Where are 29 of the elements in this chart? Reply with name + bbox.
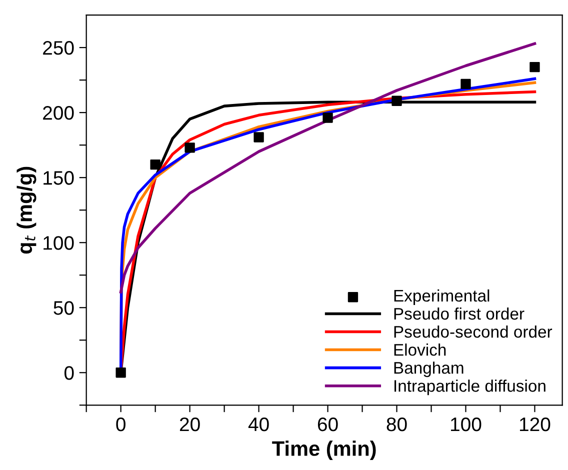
point <box>460 78 471 90</box>
point <box>322 112 333 123</box>
legend-label: Elovich <box>394 344 446 356</box>
legend-label: Pseudo-second order <box>394 325 552 338</box>
point <box>184 142 195 153</box>
y-tick-label: 250 <box>43 41 74 55</box>
point <box>150 159 160 170</box>
legend-label: Experimental <box>394 289 490 305</box>
x-tick-label: 0 <box>116 417 126 432</box>
legend-label: Intraparticle diffusion <box>394 380 546 396</box>
legend-label: Bangham <box>394 362 464 378</box>
point <box>254 132 264 142</box>
y-tick-label: 100 <box>44 236 74 250</box>
y-tick-label: 200 <box>43 106 74 120</box>
legend-label: Pseudo first order <box>394 307 524 320</box>
x-tick-label: 120 <box>520 417 550 432</box>
point <box>530 62 540 72</box>
y-tick-label: 150 <box>44 171 74 185</box>
x-axis-title: Time (min) <box>272 440 376 460</box>
point <box>116 368 126 378</box>
point <box>392 96 402 106</box>
y-tick-label: 0 <box>64 366 74 380</box>
x-tick-label: 100 <box>451 417 482 432</box>
x-tick-label: 40 <box>248 417 269 432</box>
y-axis-title: q$_{t}$ (mg/g) <box>16 166 36 254</box>
x-tick-label: 60 <box>318 417 338 432</box>
x-tick-label: 20 <box>180 417 200 432</box>
x-tick-label: 80 <box>386 417 407 432</box>
y-tick-label: 50 <box>54 301 74 315</box>
